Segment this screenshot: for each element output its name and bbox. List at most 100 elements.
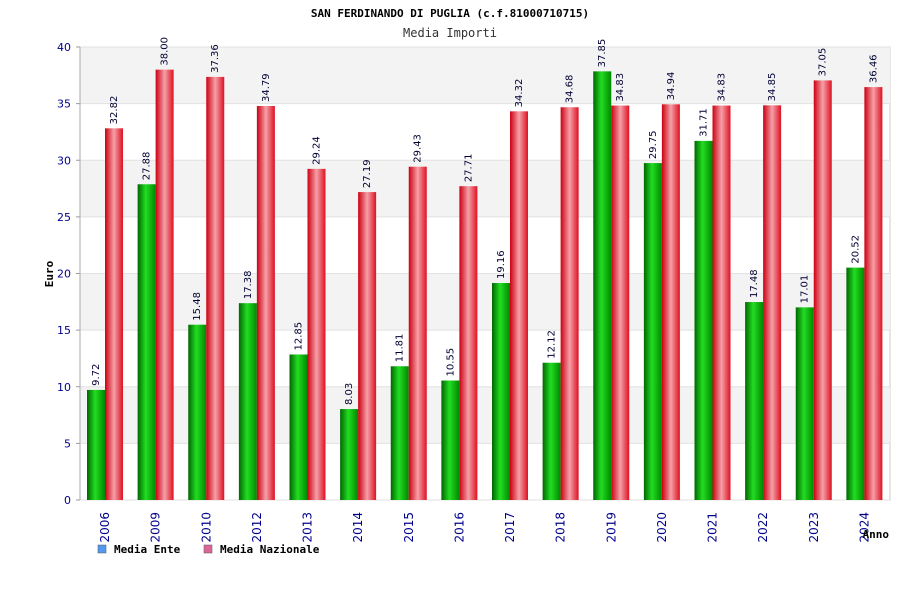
x-axis-ticks: 2006 2009 2010 2012 2013 2014 2015 2016 2017 2018… <box>98 512 871 543</box>
bar-media-ente-2013 <box>289 354 308 500</box>
legend-entry: Media Ente <box>114 543 181 556</box>
chart-subtitle: Media Importi <box>403 26 497 40</box>
bar-media-nazionale-2006 <box>105 128 123 500</box>
x-tick-label: 2009 <box>149 512 163 543</box>
y-tick-label: 30 <box>57 154 71 167</box>
bar-media-ente-2009 <box>137 184 156 500</box>
bar-media-nazionale-2015 <box>408 166 427 500</box>
data-label: 8.03 <box>344 383 355 405</box>
bar-media-nazionale-2016 <box>459 186 478 500</box>
y-tick-label: 10 <box>57 381 71 394</box>
data-label: 12.85 <box>294 322 305 351</box>
bar-media-ente-2017 <box>492 283 510 500</box>
data-label: 17.48 <box>749 269 760 298</box>
bar-media-nazionale-2020 <box>661 104 680 500</box>
bar-media-ente-2012 <box>238 303 257 500</box>
legend-swatch <box>97 544 107 554</box>
data-label: 15.48 <box>192 292 203 321</box>
y-tick-label: 15 <box>57 324 71 337</box>
bar-media-nazionale-2024 <box>864 87 883 500</box>
data-label: 11.81 <box>395 334 406 363</box>
data-label: 12.12 <box>547 330 558 359</box>
x-tick-label: 2006 <box>98 512 112 543</box>
bar-media-ente-2006 <box>87 389 105 500</box>
data-label: 34.94 <box>666 72 677 101</box>
data-label: 17.38 <box>243 271 254 300</box>
bar-media-nazionale-2010 <box>206 76 225 500</box>
x-tick-label: 2021 <box>706 512 720 543</box>
data-label: 34.68 <box>565 75 576 104</box>
data-label: 10.55 <box>445 348 456 377</box>
data-label: 32.82 <box>109 96 120 125</box>
bar-media-nazionale-2013 <box>307 168 326 500</box>
bar-media-ente-2020 <box>643 163 662 501</box>
legend-swatch <box>203 544 213 554</box>
legend-entry: Media Nazionale <box>220 543 320 556</box>
y-axis-label: Euro <box>43 260 56 287</box>
data-label: 27.19 <box>362 159 373 188</box>
data-label: 36.46 <box>868 54 879 83</box>
bar-media-nazionale-2021 <box>712 105 731 501</box>
bar-media-ente-2024 <box>846 267 865 500</box>
data-label: 20.52 <box>850 235 861 264</box>
bar-media-ente-2014 <box>340 409 359 500</box>
bar-media-nazionale-2014 <box>358 192 377 501</box>
data-label: 19.16 <box>496 250 507 279</box>
bar-media-nazionale-2022 <box>763 105 782 500</box>
bar-media-ente-2023 <box>795 307 814 500</box>
bar-media-nazionale-2019 <box>611 105 630 501</box>
bar-media-nazionale-2017 <box>510 111 528 501</box>
data-label: 34.83 <box>717 73 728 102</box>
bar-media-ente-2018 <box>542 362 561 500</box>
data-label: 37.85 <box>597 39 608 68</box>
data-label: 38.00 <box>160 37 171 66</box>
data-label: 31.71 <box>699 108 710 137</box>
y-tick-label: 20 <box>57 268 71 281</box>
bar-media-ente-2016 <box>441 380 460 500</box>
x-tick-label: 2023 <box>807 512 821 543</box>
x-tick-label: 2018 <box>554 512 568 543</box>
data-label: 37.05 <box>818 48 829 77</box>
bar-media-nazionale-2023 <box>813 80 832 500</box>
x-tick-label: 2010 <box>199 512 213 543</box>
y-tick-label: 35 <box>57 98 71 111</box>
data-label: 29.24 <box>312 136 323 165</box>
x-tick-label: 2022 <box>756 512 770 543</box>
x-tick-label: 2019 <box>604 512 618 543</box>
data-label: 17.01 <box>800 275 811 304</box>
y-tick-label: 0 <box>64 494 71 507</box>
data-label: 34.79 <box>261 73 272 102</box>
x-axis-label: Anno <box>863 528 890 541</box>
x-tick-label: 2024 <box>857 512 871 543</box>
x-tick-label: 2013 <box>301 512 315 543</box>
bar-media-ente-2022 <box>745 302 764 500</box>
bar-media-ente-2019 <box>593 71 612 500</box>
data-labels: 9.72 32.82 27.88 38.00 15.48 37.36 17.38 34.79 1… <box>91 37 879 405</box>
y-axis-ticks: 0 5 10 15 20 25 30 35 40 <box>57 41 81 507</box>
x-tick-label: 2012 <box>250 512 264 543</box>
data-label: 27.88 <box>142 152 153 181</box>
data-label: 29.75 <box>648 130 659 159</box>
bar-media-ente-2015 <box>390 366 409 500</box>
data-label: 27.71 <box>463 154 474 183</box>
bar-media-nazionale-2018 <box>560 107 579 501</box>
data-label: 34.32 <box>514 79 525 108</box>
bar-media-nazionale-2009 <box>155 69 174 501</box>
x-tick-label: 2014 <box>351 512 365 543</box>
x-tick-label: 2017 <box>503 512 517 543</box>
y-tick-label: 25 <box>57 211 71 224</box>
chart-title: SAN FERDINANDO DI PUGLIA (c.f.8100071071… <box>311 7 589 20</box>
data-label: 34.85 <box>767 73 778 102</box>
x-tick-label: 2016 <box>452 512 466 543</box>
legend: Media Ente Media Nazionale <box>97 543 320 556</box>
bar-media-ente-2010 <box>188 324 207 500</box>
bar-media-ente-2021 <box>694 140 713 500</box>
data-label: 37.36 <box>210 44 221 73</box>
x-tick-label: 2015 <box>402 512 416 543</box>
x-tick-label: 2020 <box>655 512 669 543</box>
bars <box>87 69 883 501</box>
data-label: 34.83 <box>615 73 626 102</box>
y-tick-label: 40 <box>57 41 71 54</box>
data-label: 29.43 <box>413 134 424 163</box>
